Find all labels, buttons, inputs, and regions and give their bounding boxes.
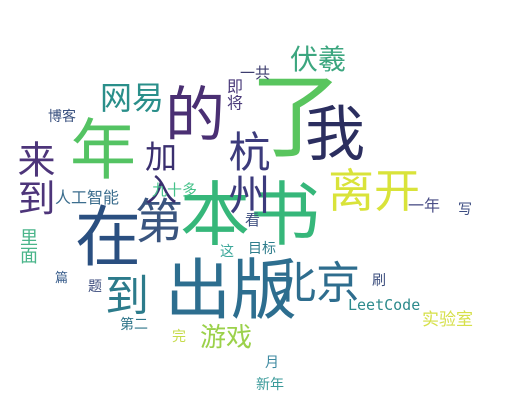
word-shi-yan-shi: 实验室 xyxy=(422,310,473,330)
word-yi-nian: 一年 xyxy=(408,196,441,215)
word-lai-dao: 来到 xyxy=(11,140,55,218)
word-xin-nian: 新年 xyxy=(256,377,284,393)
word-nian: 年 xyxy=(70,112,136,189)
word-zai: 在 xyxy=(75,199,141,276)
word-hangzhou: 杭州 xyxy=(222,130,271,216)
word-kan: 看 xyxy=(245,211,261,229)
word-ren-gong: 人工智能 xyxy=(55,188,120,207)
word-ben-shu: 本书 xyxy=(180,174,320,256)
word-jiu-shi-duo: 九十多 xyxy=(152,181,198,199)
word-leetcode: LeetCode xyxy=(348,296,421,314)
word-dao: 到 xyxy=(105,271,149,322)
word-you-xi: 游戏 xyxy=(200,323,253,353)
word-di: 第 xyxy=(126,196,182,245)
word-beijing: 北京 xyxy=(272,258,360,309)
word-pian: 篇 xyxy=(55,271,69,286)
word-ji-jiang: 即将 xyxy=(224,78,243,111)
word-xie: 写 xyxy=(458,202,472,218)
word-yue: 月 xyxy=(265,355,279,371)
word-yi-gong: 一共 xyxy=(240,64,271,82)
word-de: 的 xyxy=(165,81,225,151)
word-jia-ru: 加入 xyxy=(140,140,178,206)
word-le: 了 xyxy=(250,64,343,171)
word-mu-biao: 目标 xyxy=(248,241,276,257)
word-chu-ban: 出版 xyxy=(165,252,297,329)
word-wan: 完 xyxy=(172,329,186,345)
word-wo: 我 xyxy=(305,100,365,170)
word-zhe: 这 xyxy=(220,244,234,260)
word-li-kai: 离开 xyxy=(328,164,420,218)
word-ti: 题 xyxy=(88,279,102,295)
word-fu-xi: 伏羲 xyxy=(290,43,347,76)
word-di-er: 第二 xyxy=(120,317,148,333)
word-bo-ke: 博客 xyxy=(48,109,76,125)
word-shua: 刷 xyxy=(372,273,386,289)
word-li-mian: 里面 xyxy=(17,228,38,265)
word-wang-yi: 网易 xyxy=(100,79,165,117)
